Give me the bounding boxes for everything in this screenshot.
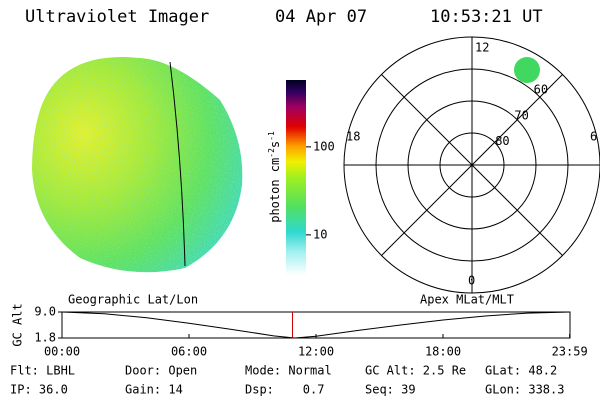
header: Ultraviolet Imager 04 Apr 07 10:53:21 UT xyxy=(25,7,543,27)
x-tick-label: 06:00 xyxy=(171,345,207,359)
status-field: Seq: 39 xyxy=(365,383,416,397)
earth-disc xyxy=(32,57,243,273)
status-field: Door: Open xyxy=(125,364,197,378)
status-field: Dsp: 0.7 xyxy=(245,383,324,397)
green-blob xyxy=(514,57,540,83)
x-tick-label: 00:00 xyxy=(44,345,80,359)
colorbar-tick-label: 100 xyxy=(313,139,335,153)
lat-ring xyxy=(375,68,569,262)
terminator-line xyxy=(169,61,186,267)
x-tick-label: 23:59 xyxy=(552,345,588,359)
lat-ring xyxy=(407,100,537,230)
colorbar-label: photon cm-2s-1 xyxy=(267,131,282,223)
earth-image xyxy=(32,57,243,273)
instrument: Ultraviolet Imager xyxy=(25,7,209,27)
exponent: -2 xyxy=(267,148,276,158)
spoke xyxy=(381,74,563,256)
lat-ring xyxy=(439,132,505,198)
y-tick-label: 1.8 xyxy=(34,331,56,345)
mlt-label: 18 xyxy=(346,130,360,144)
colorbar-scale xyxy=(286,80,306,275)
gc-alt-line xyxy=(61,311,571,339)
colorbar: photon cm-2s-1 10 100 xyxy=(267,80,335,275)
status-field: GLat: 48.2 xyxy=(485,364,557,378)
exponent: -1 xyxy=(267,131,276,141)
x-tick-label: 12:00 xyxy=(298,345,334,359)
status-field: Mode: Normal xyxy=(245,364,332,378)
status-field: GLon: 338.3 xyxy=(485,383,564,397)
mlt-label: 0 xyxy=(468,274,475,288)
status-field: IP: 36.0 xyxy=(10,383,68,397)
lat-label: 80 xyxy=(495,134,509,148)
status-field: Gain: 14 xyxy=(125,383,183,397)
x-tick-label: 18:00 xyxy=(425,345,461,359)
orbit-right-label: Apex MLat/MLT xyxy=(420,293,514,307)
mlt-label: 12 xyxy=(475,41,489,55)
colorbar-tick-label: 10 xyxy=(313,227,327,241)
unit: photon cm xyxy=(268,158,282,223)
footer: Flt: LBHL Door: Open Mode: Normal GC Alt: 2… xyxy=(10,364,564,397)
orbit-ylabel: GC Alt xyxy=(11,303,25,346)
orbit-left-label: Geographic Lat/Lon xyxy=(68,293,198,307)
status-field: GC Alt: 2.5 Re xyxy=(365,364,466,378)
lat-label: 60 xyxy=(534,83,548,97)
mlt-label: 6 xyxy=(590,130,597,144)
lat-label: 70 xyxy=(514,108,528,122)
y-tick-label: 9.0 xyxy=(34,305,56,319)
unit: s xyxy=(268,141,282,148)
date: 04 Apr 07 xyxy=(275,7,367,27)
time: 10:53:21 UT xyxy=(430,7,543,27)
orbit-plot: Geographic Lat/Lon Apex MLat/MLT GC Alt 9.0… xyxy=(11,293,588,359)
status-field: Flt: LBHL xyxy=(10,364,75,378)
